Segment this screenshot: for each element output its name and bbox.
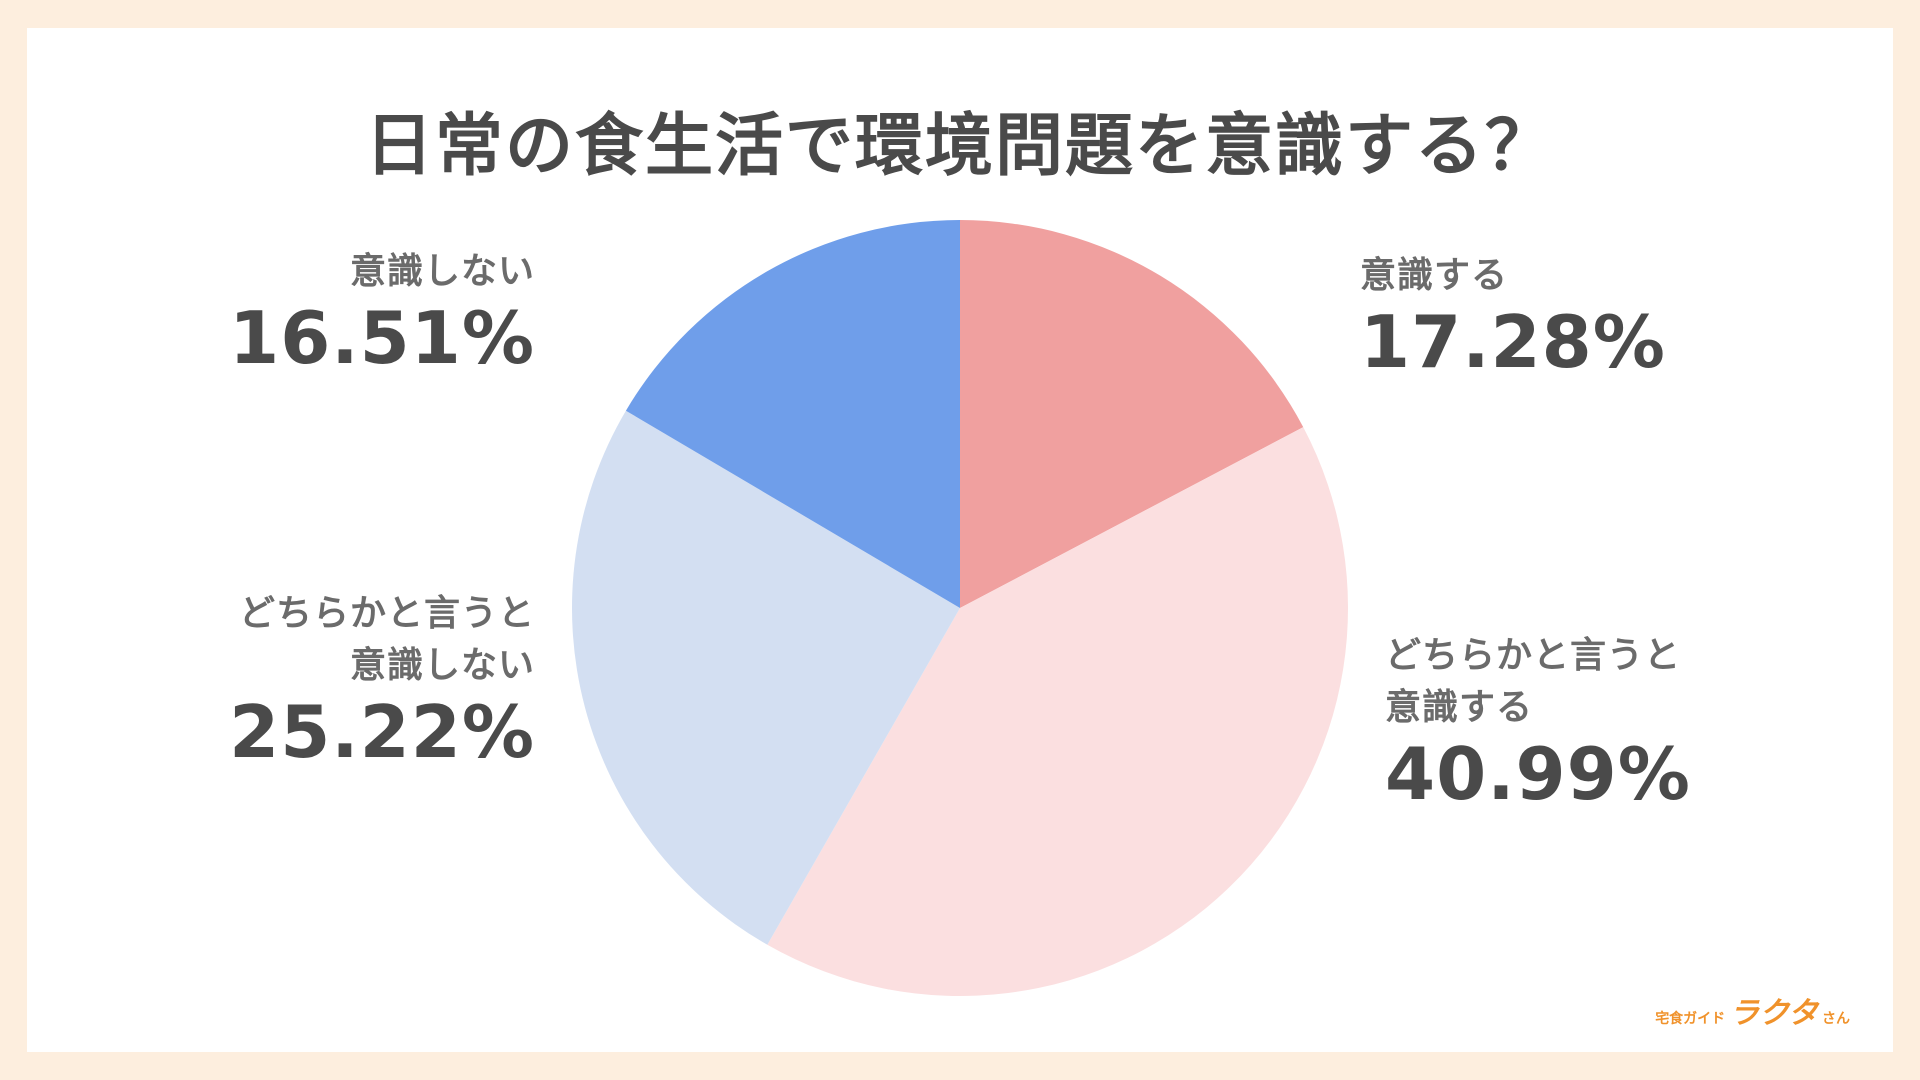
slice-label-dochiraka-ishiki-suru: どちらかと言うと 意識する 40.99% [1385, 630, 1691, 814]
slice-value: 17.28% [1360, 300, 1666, 384]
slice-value: 16.51% [229, 296, 535, 380]
slice-name-line-2: 意識しない [349, 645, 535, 686]
slice-name-line-1: どちらかと言うと [1385, 635, 1682, 676]
chart-title: 日常の食生活で環境問題を意識する？ [364, 107, 1555, 186]
pie-slice-2 [767, 427, 1348, 996]
slice-value: 25.22% [229, 690, 535, 774]
slice-label-ishiki-shinai: 意識しない 16.51% [229, 246, 535, 378]
slice-label-dochiraka-ishiki-shinai: どちらかと言うと 意識しない 25.22% [229, 588, 535, 772]
pie-slice-3 [572, 410, 960, 945]
slice-name: 意識する [1360, 255, 1509, 296]
pie-slice-1 [960, 220, 1304, 608]
slice-label-ishiki-suru: 意識する 17.28% [1360, 250, 1666, 382]
brand-suffix: さん [1822, 1011, 1850, 1027]
brand-prefix: 宅食ガイド [1655, 1011, 1726, 1027]
brand-name: ラクタ [1729, 996, 1818, 1031]
slice-name-line-2: 意識する [1385, 687, 1534, 728]
brand-logo: 宅食ガイド ラクタ さん [1655, 988, 1850, 1032]
slice-name: 意識しない [349, 251, 535, 292]
pie-slice-4 [625, 219, 960, 608]
slice-name-line-1: どちらかと言うと [238, 593, 535, 634]
slice-value: 40.99% [1385, 732, 1691, 816]
